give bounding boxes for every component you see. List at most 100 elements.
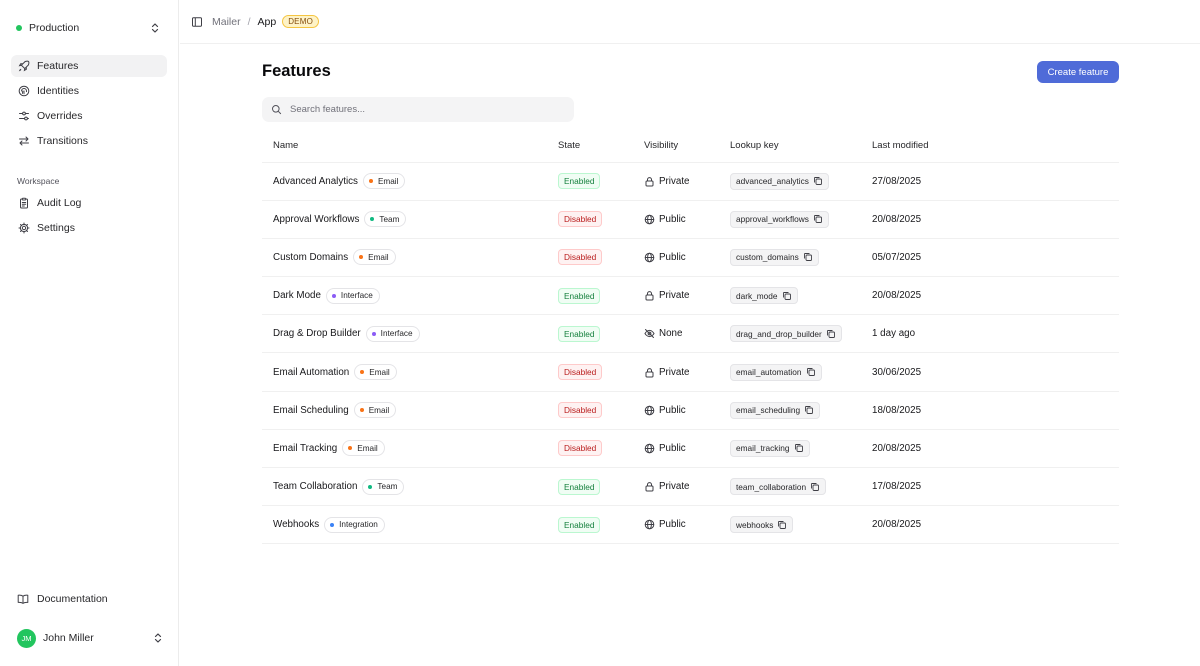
table-row[interactable]: Email Scheduling Email Disabled Public email… — [262, 391, 1119, 430]
cell-state: Disabled — [558, 352, 644, 392]
category-label: Email — [368, 405, 390, 415]
lock-icon — [644, 290, 655, 301]
copy-icon[interactable] — [806, 367, 816, 377]
cell-lookup-key: email_tracking — [730, 429, 872, 469]
feature-name[interactable]: Advanced Analytics — [273, 175, 358, 187]
user-menu[interactable]: JM John Miller — [12, 626, 168, 650]
feature-name[interactable]: Email Tracking — [273, 442, 338, 454]
copy-icon[interactable] — [813, 214, 823, 224]
table-row[interactable]: Dark Mode Interface Enabled Private dark_mod… — [262, 276, 1119, 316]
category-dot — [348, 446, 353, 451]
copy-icon[interactable] — [804, 405, 814, 415]
sidebar-item-settings[interactable]: Settings — [11, 217, 167, 239]
lookup-key-badge[interactable]: email_automation — [730, 363, 822, 381]
sidebar-item-identities[interactable]: Identities — [11, 80, 167, 102]
lookup-key-badge[interactable]: dark_mode — [730, 287, 798, 305]
feature-name[interactable]: Custom Domains — [273, 251, 349, 263]
create-feature-button[interactable]: Create feature — [1037, 61, 1119, 83]
copy-icon[interactable] — [794, 443, 804, 453]
cell-visibility: Public — [644, 238, 730, 278]
cell-name: Advanced Analytics Email — [262, 162, 558, 201]
feature-name[interactable]: Drag & Drop Builder — [273, 328, 361, 340]
environment-switcher[interactable]: Production — [8, 17, 168, 39]
lookup-key-text: email_tracking — [736, 443, 790, 454]
category-label: Email — [377, 176, 399, 186]
environment-name: Production — [29, 22, 80, 34]
avatar: JM — [17, 628, 36, 648]
cell-visibility: Private — [644, 352, 730, 392]
feature-name[interactable]: Email Scheduling — [273, 404, 349, 416]
book-open-icon — [17, 593, 29, 605]
column-header-last-modified[interactable]: Last modified — [872, 129, 1119, 163]
category-badge: Team — [364, 211, 407, 228]
feature-name[interactable]: Approval Workflows — [273, 213, 360, 225]
category-badge: Email — [354, 364, 397, 381]
feature-name[interactable]: Webhooks — [273, 519, 320, 531]
table-row[interactable]: Advanced Analytics Email Enabled Private adv… — [262, 162, 1119, 201]
lookup-key-badge[interactable]: email_scheduling — [730, 401, 821, 419]
copy-icon[interactable] — [813, 176, 823, 186]
lookup-key-text: drag_and_drop_builder — [736, 328, 822, 339]
user-name: John Miller — [43, 632, 94, 644]
lookup-key-text: approval_workflows — [736, 214, 809, 225]
category-label: Email — [357, 443, 378, 453]
globe-icon — [644, 405, 655, 416]
column-header-name[interactable]: Name — [262, 129, 558, 163]
lookup-key-badge[interactable]: team_collaboration — [730, 478, 827, 496]
lookup-key-badge[interactable]: custom_domains — [730, 248, 819, 266]
cell-last-modified: 1 day ago — [872, 314, 1119, 354]
cell-last-modified: 20/08/2025 — [872, 200, 1119, 239]
sidebar-toggle-icon[interactable] — [191, 16, 203, 28]
main-nav: Features Identities Overrides Transition… — [11, 55, 167, 155]
sidebar-item-label: Identities — [37, 85, 80, 97]
table-row[interactable]: Webhooks Integration Enabled Public webhooks… — [262, 505, 1119, 545]
sidebar-item-features[interactable]: Features — [11, 55, 167, 77]
category-dot — [359, 408, 364, 413]
table-row[interactable]: Drag & Drop Builder Interface Enabled None d… — [262, 314, 1119, 354]
table-row[interactable]: Approval Workflows Team Disabled Public appr… — [262, 200, 1119, 239]
copy-icon[interactable] — [810, 482, 820, 492]
lookup-key-badge[interactable]: advanced_analytics — [730, 172, 829, 190]
search-input[interactable] — [290, 104, 560, 115]
top-bar: Mailer / App DEMO — [180, 0, 1200, 44]
copy-icon[interactable] — [826, 329, 836, 339]
table-row[interactable]: Team Collaboration Team Enabled Private team… — [262, 467, 1119, 507]
cell-name: Team Collaboration Team — [262, 467, 558, 507]
table-row[interactable]: Custom Domains Email Disabled Public custom_… — [262, 238, 1119, 278]
visibility-label: None — [659, 328, 683, 340]
cell-state: Enabled — [558, 314, 644, 354]
table-row[interactable]: Email Automation Email Disabled Private emai… — [262, 352, 1119, 392]
cell-last-modified: 05/07/2025 — [872, 238, 1119, 278]
table-row[interactable]: Email Tracking Email Disabled Public email_t… — [262, 429, 1119, 469]
cell-name: Custom Domains Email — [262, 238, 558, 278]
sidebar-item-transitions[interactable]: Transitions — [11, 130, 167, 152]
feature-name[interactable]: Team Collaboration — [273, 481, 358, 493]
feature-name[interactable]: Email Automation — [273, 366, 350, 378]
sidebar-item-audit-log[interactable]: Audit Log — [11, 192, 167, 214]
lookup-key-badge[interactable]: approval_workflows — [730, 210, 829, 228]
lookup-key-badge[interactable]: email_tracking — [730, 439, 810, 457]
lookup-key-badge[interactable]: webhooks — [730, 516, 794, 534]
sidebar-item-label: Transitions — [37, 135, 88, 147]
state-badge: Enabled — [558, 173, 601, 190]
copy-icon[interactable] — [782, 291, 792, 301]
copy-icon[interactable] — [777, 520, 787, 530]
column-header-visibility[interactable]: Visibility — [644, 129, 730, 163]
eye-off-icon — [644, 328, 655, 339]
lock-icon — [644, 367, 655, 378]
feature-name-wrap: Team Collaboration Team — [273, 478, 558, 495]
lookup-key-text: webhooks — [736, 519, 774, 530]
column-header-state[interactable]: State — [558, 129, 644, 163]
visibility-value: Public — [644, 252, 730, 263]
column-header-lookup-key[interactable]: Lookup key — [730, 129, 872, 163]
cell-name: Drag & Drop Builder Interface — [262, 314, 558, 354]
breadcrumb-parent[interactable]: Mailer — [212, 15, 241, 28]
sidebar-item-overrides[interactable]: Overrides — [11, 105, 167, 127]
lookup-key-badge[interactable]: drag_and_drop_builder — [730, 325, 842, 343]
documentation-link[interactable]: Documentation — [17, 590, 108, 608]
cell-state: Disabled — [558, 429, 644, 469]
feature-name[interactable]: Dark Mode — [273, 290, 321, 302]
feature-name-wrap: Dark Mode Interface — [273, 287, 558, 304]
copy-icon[interactable] — [803, 252, 813, 262]
demo-badge: DEMO — [282, 15, 320, 28]
